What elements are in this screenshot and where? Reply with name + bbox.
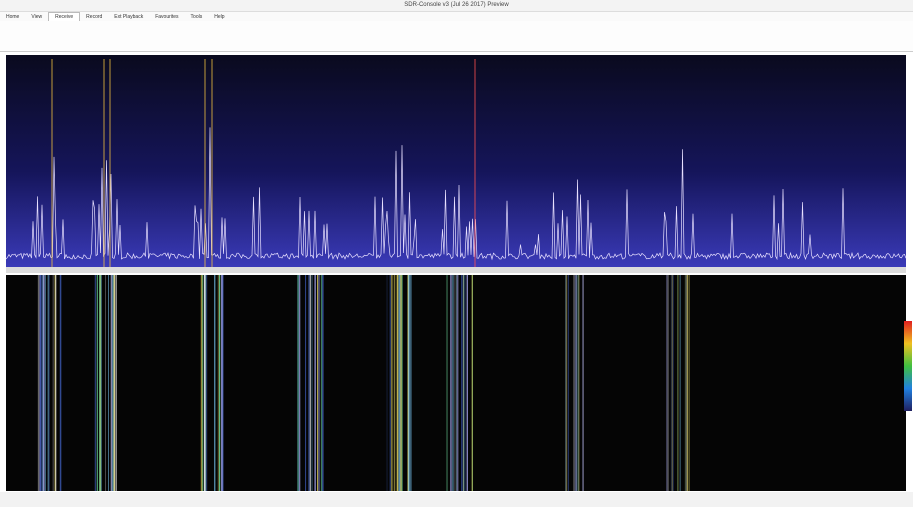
color-palette	[904, 321, 912, 411]
sdr-console-window: SDR-Console v3 (Jul 26 2017) Preview Hom…	[0, 0, 913, 507]
title-bar: SDR-Console v3 (Jul 26 2017) Preview	[0, 0, 913, 12]
frequency-axis	[6, 267, 906, 273]
spectrum-background	[6, 55, 906, 267]
radio-display	[0, 51, 913, 507]
ribbon	[0, 21, 913, 52]
waterfall-background	[6, 275, 906, 491]
window-title: SDR-Console v3 (Jul 26 2017) Preview	[404, 2, 508, 8]
status-bar	[0, 492, 913, 507]
